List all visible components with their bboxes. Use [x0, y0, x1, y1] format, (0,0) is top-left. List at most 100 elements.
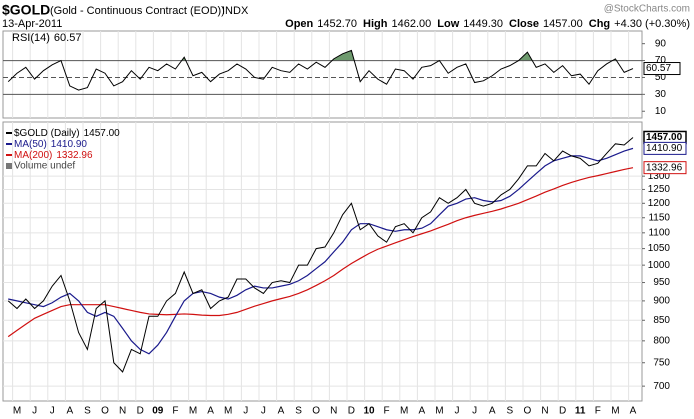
x-tick-label: J: [472, 406, 477, 417]
x-tick-label: A: [278, 406, 285, 417]
x-tick-label: F: [384, 406, 390, 417]
x-tick-label: M: [435, 406, 443, 417]
x-tick-label: N: [119, 406, 126, 417]
legend-entry: MA(50) 1410.90: [14, 139, 87, 150]
legend-name: MA(200): [14, 150, 52, 161]
quote-value: 1452.70: [317, 18, 357, 30]
y-tick-label: 850: [653, 315, 670, 326]
series-line: [7, 167, 634, 338]
source: @StockCharts.com: [604, 4, 690, 15]
quote: Open 1452.70 High 1462.00 Low 1449.30 Close 145…: [285, 18, 690, 30]
value-box-label: 1410.90: [646, 143, 683, 154]
value-box: [643, 141, 687, 155]
x-tick-label: D: [559, 406, 566, 417]
series-line: [7, 137, 634, 373]
x-tick-label: A: [66, 406, 73, 417]
x-tick-label: S: [506, 406, 513, 417]
panel-frame: [2, 30, 643, 119]
date: 13-Apr-2011: [2, 18, 62, 30]
x-tick-label: A: [418, 406, 425, 417]
rsi-title: RSI(14): [12, 32, 50, 44]
x-tick-label: O: [101, 406, 109, 417]
panel-frame: [2, 121, 643, 402]
quote-value: 1462.00: [392, 18, 432, 30]
y-tick-label: 800: [653, 335, 670, 346]
rsi-line: [7, 49, 634, 91]
legend-entry: Volume undef: [14, 161, 75, 172]
quote-value: +4.30 (+0.30%): [614, 18, 690, 30]
legend-value: 1410.90: [51, 139, 88, 150]
x-tick-label: 10: [363, 406, 375, 417]
value-box: [643, 62, 681, 76]
quote-label: Close: [509, 18, 539, 30]
value-box-label: 60.57: [646, 63, 671, 74]
x-tick-label: M: [224, 406, 232, 417]
x-tick-label: A: [207, 406, 214, 417]
y-tick-label: 1200: [648, 198, 671, 209]
value-box: [643, 161, 687, 175]
y-tick-label: 50: [655, 72, 667, 83]
y-tick-label: 90: [655, 38, 667, 49]
y-tick-label: 10: [655, 106, 667, 117]
quote-label: High: [363, 18, 388, 30]
quote-value: 1457.00: [543, 18, 583, 30]
value-box-label: 1332.96: [646, 162, 683, 173]
legend-swatch: [6, 163, 12, 169]
quote-label: Chg: [589, 18, 610, 30]
x-tick-label: 09: [152, 406, 164, 417]
x-tick-label: M: [13, 406, 21, 417]
rsi-legend: RSI(14) 60.57: [12, 32, 81, 44]
instrument-name: (Gold - Continuous Contract (EOD)): [50, 5, 225, 17]
quote-label: Low: [437, 18, 459, 30]
x-tick-label: M: [189, 406, 197, 417]
y-tick-label: 1150: [648, 212, 670, 223]
x-tick-label: M: [400, 406, 408, 417]
x-tick-label: 11: [575, 406, 586, 417]
symbol: $GOLD: [2, 2, 50, 18]
legend-name: $GOLD (Daily): [14, 128, 80, 139]
y-tick-label: 1100: [648, 227, 670, 238]
x-tick-label: M: [611, 406, 619, 417]
y-tick-label: 70: [655, 55, 667, 66]
legend-name: MA(50): [14, 139, 47, 150]
x-tick-label: F: [172, 406, 178, 417]
y-tick-label: 1300: [648, 171, 671, 182]
x-tick-label: J: [243, 406, 248, 417]
x-tick-label: S: [84, 406, 91, 417]
y-tick-label: 1250: [648, 184, 671, 195]
x-tick-label: J: [50, 406, 55, 417]
legend-value: 1332.96: [56, 150, 93, 161]
x-tick-label: O: [312, 406, 320, 417]
legend-entry: $GOLD (Daily) 1457.00: [14, 128, 120, 139]
y-tick-label: 1050: [648, 243, 671, 254]
legend-value: 1457.00: [84, 128, 121, 139]
legend-entry: MA(200) 1332.96: [14, 150, 93, 161]
x-tick-label: J: [32, 406, 37, 417]
rsi-fill: [8, 50, 633, 61]
x-tick-label: D: [348, 406, 355, 417]
quote-value: 1449.30: [463, 18, 503, 30]
y-tick-label: 30: [655, 89, 667, 100]
y-tick-label: 750: [653, 357, 670, 368]
x-tick-label: J: [455, 406, 460, 417]
x-tick-label: N: [541, 406, 548, 417]
rsi-last: 60.57: [54, 32, 82, 44]
x-tick-label: D: [137, 406, 144, 417]
x-tick-label: A: [489, 406, 496, 417]
y-tick-label: 1000: [648, 260, 671, 271]
x-tick-label: F: [595, 406, 601, 417]
x-tick-label: N: [330, 406, 337, 417]
value-box-label: 1457.00: [646, 132, 683, 143]
y-tick-label: 900: [653, 296, 670, 307]
y-tick-label: 700: [653, 381, 670, 392]
x-tick-label: O: [524, 406, 532, 417]
exchange: INDX: [222, 5, 249, 17]
series-line: [8, 147, 634, 355]
x-tick-label: J: [261, 406, 266, 417]
x-tick-label: S: [295, 406, 302, 417]
quote-label: Open: [285, 18, 313, 30]
y-tick-label: 950: [653, 277, 670, 288]
x-tick-label: A: [630, 406, 637, 417]
